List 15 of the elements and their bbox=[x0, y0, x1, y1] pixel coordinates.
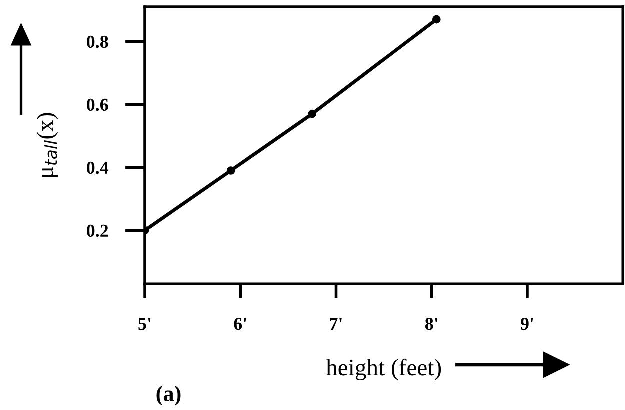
y-tick-label: 0.6 bbox=[87, 98, 108, 112]
text: (a) bbox=[156, 386, 181, 406]
point bbox=[432, 15, 441, 24]
x-axis-title: height (feet) bbox=[326, 358, 442, 381]
x-tick-label: 5' bbox=[138, 318, 151, 330]
point bbox=[226, 166, 236, 175]
y-tick-label: 0.8 bbox=[87, 36, 108, 48]
y-tick-label: 0.4 bbox=[87, 162, 109, 174]
y-axis-title: μ$_{tall}$(x) bbox=[36, 113, 58, 178]
x-tick-label: 6' bbox=[234, 318, 246, 330]
point bbox=[308, 110, 317, 118]
x-tick-label: 9' bbox=[520, 318, 534, 330]
x-tick-label: 8' bbox=[425, 318, 438, 330]
x-tick-label: 7' bbox=[330, 318, 342, 330]
y-tick-label: 0.2 bbox=[87, 224, 108, 238]
